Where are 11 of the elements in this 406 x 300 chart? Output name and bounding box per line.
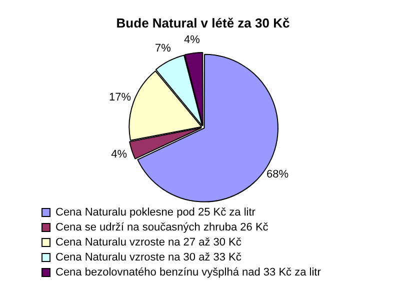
data-label: 17% — [109, 91, 132, 104]
data-label: 7% — [155, 42, 172, 55]
legend-label: Cena Naturalu vzroste na 30 až 33 Kč — [56, 252, 242, 264]
data-label: 4% — [184, 34, 200, 46]
legend-label: Cena se udrží na současných zhruba 26 Kč — [56, 222, 269, 234]
legend-label: Cena Naturalu vzroste na 27 až 30 Kč — [56, 236, 242, 249]
legend-label: Cena Naturalu poklesne pod 25 Kč za litr — [56, 206, 256, 219]
legend-label: Cena bezolovnatého benzínu vyšplhá nad 33 Kč za litr — [56, 266, 322, 279]
chart-title: Bude Natural v létě za 30 Kč — [116, 15, 290, 30]
data-label: 68% — [266, 168, 289, 181]
data-label: 4% — [111, 148, 128, 161]
